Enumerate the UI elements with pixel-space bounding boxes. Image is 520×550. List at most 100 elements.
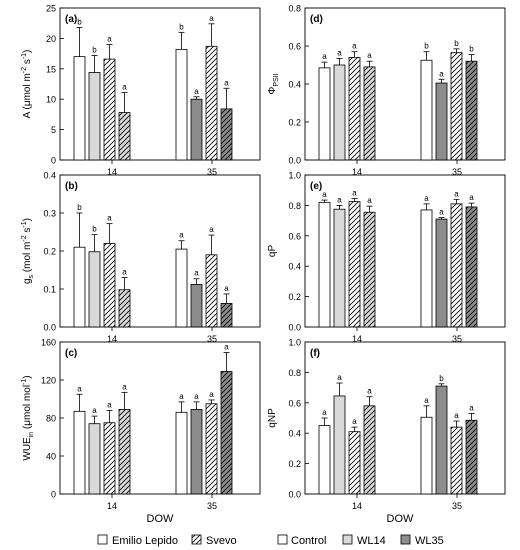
bar xyxy=(88,251,101,328)
legend-swatch-wl14 xyxy=(342,534,353,545)
bar-group: b xyxy=(175,22,188,161)
bar-group: a xyxy=(190,87,203,161)
bar xyxy=(73,246,86,328)
bar xyxy=(420,209,433,328)
significance-letter: a xyxy=(122,83,127,92)
significance-letter: a xyxy=(367,387,372,396)
significance-letter: a xyxy=(209,14,214,23)
x-tick-label: 35 xyxy=(452,167,462,177)
y-tick-label: 20 xyxy=(46,34,56,44)
y-tick-label: 5 xyxy=(51,125,56,135)
bar xyxy=(363,211,376,328)
significance-letter: a xyxy=(424,194,429,203)
legend-label-wl14: WL14 xyxy=(357,535,386,547)
y-tick-label: 0.8 xyxy=(288,4,301,14)
y-tick-label: 0.4 xyxy=(288,262,301,272)
y-tick-label: 120 xyxy=(41,376,56,386)
bar-group: a xyxy=(118,83,131,161)
significance-letter: a xyxy=(337,195,342,204)
significance-letter: a xyxy=(92,406,97,415)
y-tick-label: 1.0 xyxy=(288,171,301,181)
legend-swatch-wl35 xyxy=(400,534,411,545)
panel-label: (d) xyxy=(310,14,323,25)
panel-b: 0.0 0.1 0.2 0.3 0.4 (b) gs (mol m-2 s-1) 14 35 b b… xyxy=(21,171,261,344)
bar xyxy=(205,45,218,161)
y-tick-label: 0.1 xyxy=(43,285,56,295)
bar-group: a xyxy=(363,196,376,328)
panel-label: (f) xyxy=(310,348,320,359)
x-tick-label: 35 xyxy=(452,334,462,344)
bar xyxy=(465,60,478,161)
significance-letter: a xyxy=(224,284,229,293)
bar xyxy=(103,422,116,495)
bar-group: a xyxy=(220,78,233,161)
y-tick-label: 0.2 xyxy=(288,292,301,302)
y-tick-label: 0.2 xyxy=(288,118,301,128)
significance-letter: a xyxy=(469,193,474,202)
x-axis-label-left: DOW xyxy=(147,513,175,525)
plot-frame xyxy=(59,7,261,161)
bar-group: a xyxy=(435,69,448,161)
bar xyxy=(318,67,331,161)
y-tick-label: 0.0 xyxy=(288,323,301,333)
y-tick-label: 0 xyxy=(51,490,56,500)
y-axis-label: ΦPSII xyxy=(267,73,280,94)
significance-letter: a xyxy=(352,42,357,51)
bar-group: a xyxy=(420,396,433,495)
panel-f: 0.0 0.2 0.4 0.6 0.8 1.0 (f) qNP 14 35 a a a a a b a a xyxy=(267,338,506,511)
x-tick-label: 35 xyxy=(207,167,217,177)
bar xyxy=(348,57,361,161)
significance-letter: a xyxy=(122,268,127,277)
panel-label: (a) xyxy=(65,14,77,25)
bar xyxy=(118,289,131,328)
bar xyxy=(348,201,361,328)
significance-letter: b xyxy=(77,203,82,212)
bar xyxy=(465,419,478,495)
bar xyxy=(435,82,448,161)
panel-e: 0.0 0.2 0.4 0.6 0.8 1.0 (e) qP 14 35 a a a a a a a a xyxy=(267,171,506,344)
bar xyxy=(363,405,376,495)
bar-group: a xyxy=(175,392,188,495)
bar xyxy=(118,409,131,495)
bar-group: a xyxy=(73,384,86,495)
legend: Emilio Lepido Svevo Control WL14 WL35 xyxy=(97,534,444,547)
significance-letter: a xyxy=(322,190,327,199)
legend-label-emilio-lepido: Emilio Lepido xyxy=(112,535,178,547)
bar xyxy=(88,423,101,495)
bar xyxy=(73,56,86,161)
bar-group: a xyxy=(103,34,116,161)
bar xyxy=(220,371,233,495)
bar xyxy=(420,416,433,495)
panel-c: 0 40 80 120 160 (c) WUEin (μmol mol-1) 14 35 a a a a… xyxy=(21,338,261,511)
panel-a: 0 5 10 15 20 25 (a) A (μmol m-2 s-1) 14 35 b b a a b a a… xyxy=(21,4,261,177)
x-tick-label: 35 xyxy=(452,501,462,511)
significance-letter: a xyxy=(107,214,112,223)
significance-letter: a xyxy=(367,51,372,60)
significance-letter: b xyxy=(92,225,97,234)
bar-group: a xyxy=(348,417,361,495)
bar-group: b xyxy=(73,203,86,328)
bar xyxy=(175,248,188,328)
significance-letter: a xyxy=(209,225,214,234)
y-tick-label: 0.0 xyxy=(43,323,56,333)
bar xyxy=(333,64,346,161)
x-tick-label: 35 xyxy=(207,334,217,344)
significance-letter: a xyxy=(337,48,342,57)
bar xyxy=(103,242,116,328)
significance-letter: a xyxy=(107,34,112,43)
bar-group: a xyxy=(333,373,346,495)
y-axis-label: qP xyxy=(267,245,278,258)
bar xyxy=(435,218,448,328)
y-tick-label: 15 xyxy=(46,64,56,74)
bar xyxy=(220,303,233,328)
bar xyxy=(175,411,188,495)
bar xyxy=(450,203,463,328)
panel-label: (e) xyxy=(310,181,322,192)
legend-swatch-control xyxy=(277,534,288,545)
bar-group: a xyxy=(103,400,116,495)
bar xyxy=(118,112,131,161)
y-tick-label: 0.3 xyxy=(43,209,56,219)
bar-group: a xyxy=(175,231,188,328)
significance-letter: a xyxy=(439,208,444,217)
bar-group: a xyxy=(363,387,376,495)
